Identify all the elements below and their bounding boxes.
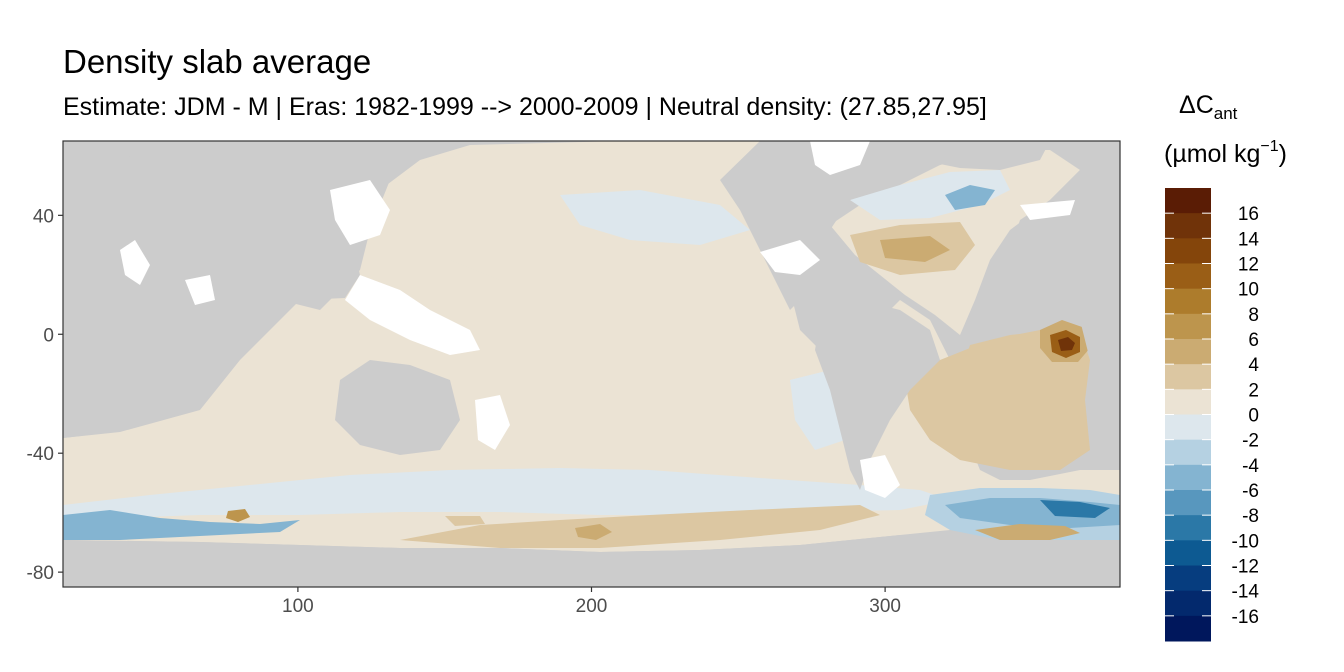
ocean-field-north-pacific [380,145,800,330]
africa-land [63,141,210,438]
no-data-hudson [810,141,870,175]
legend-label: 0 [1248,406,1259,427]
no-data-patagonia-shelf [860,455,900,498]
legend-label: 16 [1238,204,1259,225]
legend-swatch [1165,565,1211,592]
legend-label: -16 [1232,607,1259,628]
legend-label: -12 [1232,557,1259,578]
legend-swatch [1165,515,1211,541]
legend-title-sub: ant [1214,104,1238,123]
subtropical-atlantic-2 [880,236,950,262]
legend-swatch [1165,590,1211,617]
legend-swatch [1165,389,1211,415]
no-data-gulf-of-mexico [760,240,820,275]
labrador-blue-deep [945,185,995,210]
bellingshausen-brown [445,516,485,526]
legend-swatch [1165,464,1211,491]
legend-label: 12 [1238,255,1259,276]
australia-land [335,360,460,455]
legend-label: 4 [1248,355,1259,376]
legend-label: 14 [1238,229,1260,250]
x-axis: 100 200 300 [282,587,901,617]
legend-title: ΔCant [1179,91,1238,123]
antarctica-land [63,535,1120,587]
no-data-arabian [185,275,215,305]
y-tick-label: 0 [43,325,54,346]
legend-unit-sup: −1 [1260,138,1278,155]
no-data-indonesia [345,275,480,355]
legend-swatch [1165,188,1211,214]
legend: ΔCant (µmol kg−1) 16 14 12 10 8 6 4 2 0 -2 -4 -6 -8 -… [1164,91,1287,642]
legend-unit-close: ) [1279,140,1287,168]
legend-swatch [1165,238,1211,264]
legend-label: 8 [1248,305,1259,326]
chart-title: Density slab average [63,43,372,80]
ocean-field-antarctic-shelf [400,505,880,548]
legend-label: -14 [1232,582,1260,603]
legend-label: -4 [1242,456,1259,477]
weddell-blue-3 [1040,500,1110,518]
legend-label: 6 [1248,330,1259,351]
chart-subtitle: Estimate: JDM - M | Eras: 1982-1999 --> … [63,93,987,121]
greenland-land [900,141,1050,170]
south-america-land [815,300,940,490]
amundsen-brown [575,524,612,540]
legend-swatch [1165,439,1211,466]
legend-title-main: ΔC [1179,91,1214,119]
asia-land [110,141,390,310]
legend-unit: (µmol kg−1) [1164,138,1287,168]
legend-label: -8 [1242,506,1259,527]
legend-swatch [1165,288,1211,315]
legend-label: -10 [1232,531,1259,552]
legend-swatch [1165,540,1211,566]
ross-blue [63,510,300,540]
legend-swatch [1165,339,1211,365]
x-tick-label: 200 [576,596,608,617]
legend-label: 2 [1248,380,1259,401]
legend-swatch [1165,364,1211,390]
legend-swatch [1165,615,1211,642]
ocean-field-southern-band [63,468,950,520]
weddell-brown [975,524,1080,540]
y-tick-label: -40 [27,444,54,465]
legend-swatch [1165,263,1211,290]
no-data-areas [120,141,1075,498]
no-data-east-asia [330,180,390,245]
legend-swatch [1165,414,1211,441]
ross-brown [226,509,250,522]
legend-swatch [1165,313,1211,340]
legend-swatch [1165,490,1211,516]
legend-labels: 16 14 12 10 8 6 4 2 0 -2 -4 -6 -8 -10 -12 -14 -16 [1165,204,1259,628]
map-panel [62,140,1121,588]
y-tick-label: -80 [27,563,54,584]
legend-swatch [1165,213,1211,239]
y-axis: 40 0 -40 -80 [27,206,63,584]
pacific-blue-tongue [560,190,750,245]
no-data-new-zealand [475,395,510,450]
x-tick-label: 300 [869,596,901,617]
y-tick-label: 40 [33,206,54,227]
legend-label: -2 [1242,431,1259,452]
legend-unit-open: (µmol kg [1164,140,1260,168]
no-data-mediterranean [1020,200,1075,220]
legend-colorbar [1165,188,1211,642]
legend-label: -6 [1242,481,1259,502]
x-tick-label: 100 [282,596,314,617]
guinea-hotspot-core [1058,337,1075,351]
no-data-red-sea [120,240,150,285]
legend-label: 10 [1238,280,1259,301]
